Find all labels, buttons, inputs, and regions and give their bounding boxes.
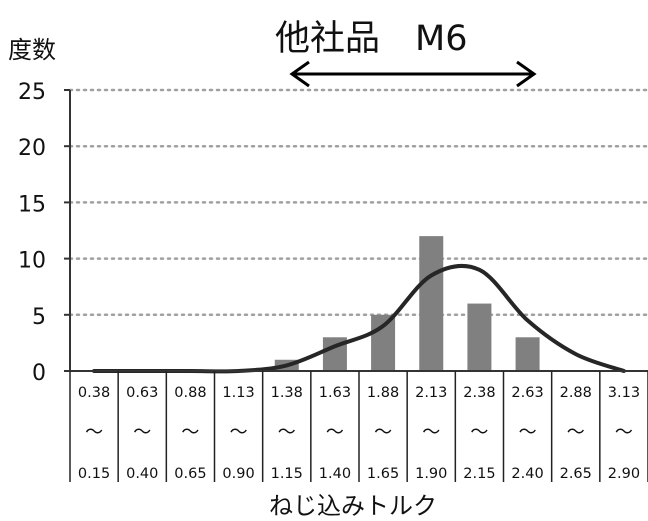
category-top-label: 0.63 (126, 385, 158, 401)
category-range-sep: ～ (278, 422, 296, 443)
category-top-label: 2.38 (463, 385, 495, 401)
category-range-sep: ～ (470, 422, 488, 443)
category-top-label: 1.13 (222, 385, 254, 401)
y-tick-label: 25 (18, 80, 46, 105)
category-range-sep: ～ (422, 422, 440, 443)
category-top-label: 0.88 (174, 385, 206, 401)
category-top-label: 2.13 (415, 385, 447, 401)
category-top-label: 0.38 (78, 385, 110, 401)
category-bottom-label: 0.65 (174, 466, 206, 482)
gridlines (68, 88, 648, 317)
bar (467, 303, 492, 371)
category-range-sep: ～ (230, 422, 248, 443)
curve-line (92, 263, 626, 374)
bars (274, 236, 540, 371)
category-top-label: 1.88 (367, 385, 399, 401)
distribution-curve (92, 263, 626, 374)
y-tick-label: 0 (32, 361, 46, 386)
category-bottom-label: 2.40 (511, 466, 543, 482)
category-bottom-label: 0.90 (222, 466, 254, 482)
category-bottom-label: 0.40 (126, 466, 158, 482)
category-range-sep: ～ (615, 422, 633, 443)
category-bottom-label: 2.65 (560, 466, 592, 482)
category-bottom-label: 1.65 (367, 466, 399, 482)
chart-title: 他社品 M6 (275, 19, 467, 59)
y-tick-labels: 0 5 10 15 20 25 (18, 80, 46, 386)
category-bottom-label: 1.40 (319, 466, 351, 482)
range-arrow (289, 60, 537, 88)
category-bottom-label: 1.90 (415, 466, 447, 482)
y-tick-label: 5 (32, 305, 46, 330)
bar (371, 314, 396, 371)
category-range-sep: ～ (374, 422, 392, 443)
category-range-sep: ～ (519, 422, 537, 443)
category-range-sep: ～ (181, 422, 199, 443)
category-top-label: 3.13 (608, 385, 640, 401)
y-tick-label: 20 (18, 136, 46, 161)
category-bottom-label: 2.15 (463, 466, 495, 482)
x-category-table: 0.38 0.63 0.88 1.13 1.38 1.63 1.88 2.13 2.38 2.63… (69, 371, 648, 482)
category-range-sep: ～ (326, 422, 344, 443)
category-range-sep: ～ (133, 422, 151, 443)
y-axis-label: 度数 (8, 36, 56, 64)
category-top-label: 1.38 (271, 385, 303, 401)
category-range-sep: ～ (567, 422, 585, 443)
category-bottom-label: 0.15 (78, 466, 110, 482)
bar (419, 236, 444, 371)
category-bottom-label: 1.15 (271, 466, 303, 482)
category-top-label: 1.63 (319, 385, 351, 401)
category-bottom-label: 2.90 (608, 466, 640, 482)
x-axis-label: ねじ込みトルク (269, 492, 437, 520)
bar (515, 337, 540, 371)
y-tick-label: 15 (18, 192, 46, 217)
category-top-label: 2.63 (511, 385, 543, 401)
axes (64, 89, 648, 372)
category-range-sep: ～ (85, 422, 103, 443)
category-top-label: 2.88 (560, 385, 592, 401)
y-tick-label: 10 (18, 249, 46, 274)
